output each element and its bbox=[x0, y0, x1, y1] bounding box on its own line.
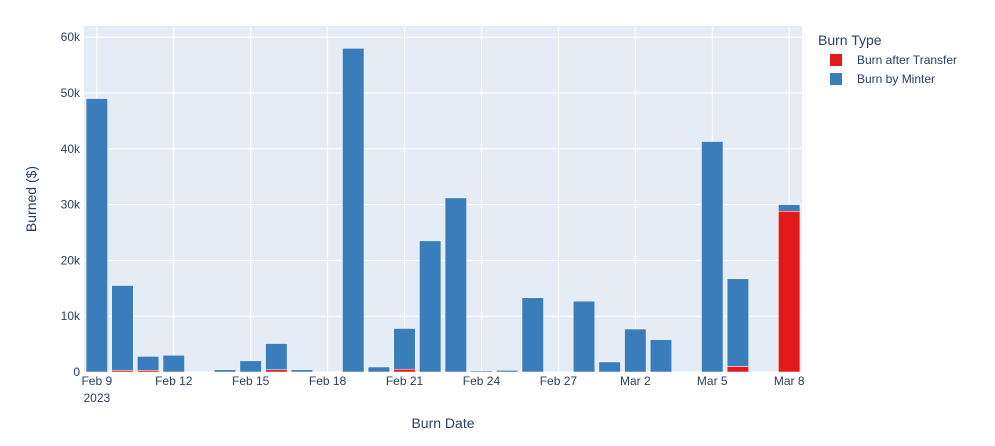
bar-burn-after-transfer[interactable] bbox=[111, 370, 134, 373]
x-tick-label: Feb 21 bbox=[386, 374, 424, 388]
bar-burn-by-minter[interactable] bbox=[265, 343, 288, 371]
bar-burn-by-minter[interactable] bbox=[701, 141, 724, 373]
bar-burn-by-minter[interactable] bbox=[393, 328, 416, 370]
bar-burn-by-minter[interactable] bbox=[496, 370, 519, 373]
legend[interactable]: Burn Type Burn after Transfer Burn by Min… bbox=[818, 32, 957, 86]
legend-title: Burn Type bbox=[818, 32, 882, 48]
bar-burn-by-minter[interactable] bbox=[470, 370, 493, 373]
bar-burn-by-minter[interactable] bbox=[726, 278, 749, 367]
y-axis-title: Burned ($) bbox=[23, 166, 39, 232]
bar-burn-after-transfer[interactable] bbox=[393, 368, 416, 373]
bar-burn-by-minter[interactable] bbox=[521, 297, 544, 373]
legend-swatch bbox=[830, 54, 842, 66]
x-tick-label: Feb 9 bbox=[81, 374, 112, 388]
y-tick-label: 10k bbox=[61, 309, 81, 323]
plot-area bbox=[84, 26, 802, 372]
x-axis-title: Burn Date bbox=[411, 415, 474, 431]
bar-burn-by-minter[interactable] bbox=[367, 366, 390, 373]
bar-burn-by-minter[interactable] bbox=[573, 300, 596, 373]
bar-burn-after-transfer[interactable] bbox=[778, 211, 801, 373]
x-tick-label: Feb 15 bbox=[232, 374, 270, 388]
x-tick-label: Feb 18 bbox=[309, 374, 347, 388]
legend-label: Burn by Minter bbox=[857, 72, 935, 86]
bar-burn-by-minter[interactable] bbox=[162, 355, 185, 373]
legend-item[interactable]: Burn by Minter bbox=[830, 72, 935, 86]
x-tick-label: Feb 12 bbox=[155, 374, 193, 388]
y-tick-label: 0 bbox=[73, 365, 80, 379]
bar-burn-by-minter[interactable] bbox=[419, 240, 442, 373]
x-tick-label: Feb 27 bbox=[540, 374, 578, 388]
bar-burn-after-transfer[interactable] bbox=[265, 369, 288, 373]
y-tick-label: 60k bbox=[61, 30, 81, 44]
bar-burn-by-minter[interactable] bbox=[214, 369, 237, 373]
bar-burn-after-transfer[interactable] bbox=[137, 370, 160, 373]
bar-burn-by-minter[interactable] bbox=[598, 361, 621, 373]
x-tick-label: Mar 8 bbox=[774, 374, 805, 388]
x-tick-label: Mar 2 bbox=[620, 374, 651, 388]
bar-burn-by-minter[interactable] bbox=[778, 204, 801, 212]
bar-burn-by-minter[interactable] bbox=[624, 328, 647, 373]
bar-burn-by-minter[interactable] bbox=[85, 98, 108, 373]
x-tick-labels: Feb 9 2023 Feb 12 Feb 15 Feb 18 Feb 21 Feb 24 F… bbox=[81, 374, 804, 405]
bar-burn-by-minter[interactable] bbox=[649, 339, 672, 373]
bars[interactable] bbox=[85, 48, 801, 373]
bar-burn-by-minter[interactable] bbox=[342, 48, 365, 373]
y-tick-label: 20k bbox=[61, 253, 81, 267]
bar-burn-by-minter[interactable] bbox=[290, 369, 313, 373]
bar-burn-after-transfer[interactable] bbox=[726, 366, 749, 373]
legend-swatch bbox=[830, 73, 842, 85]
legend-label: Burn after Transfer bbox=[857, 53, 957, 67]
y-tick-labels: 0 10k 20k 30k 40k 50k 60k bbox=[61, 30, 81, 379]
bar-burn-by-minter[interactable] bbox=[111, 285, 134, 371]
y-tick-label: 30k bbox=[61, 198, 81, 212]
x-tick-label: Mar 5 bbox=[697, 374, 728, 388]
grid-lines bbox=[84, 26, 802, 373]
x-tick-year-label: 2023 bbox=[83, 391, 110, 405]
y-tick-label: 50k bbox=[61, 86, 81, 100]
x-tick-label: Feb 24 bbox=[463, 374, 501, 388]
bar-burn-by-minter[interactable] bbox=[444, 197, 467, 373]
legend-item[interactable]: Burn after Transfer bbox=[830, 53, 957, 67]
bar-burn-by-minter[interactable] bbox=[137, 356, 160, 371]
y-tick-label: 40k bbox=[61, 142, 81, 156]
bar-burn-by-minter[interactable] bbox=[239, 360, 262, 373]
